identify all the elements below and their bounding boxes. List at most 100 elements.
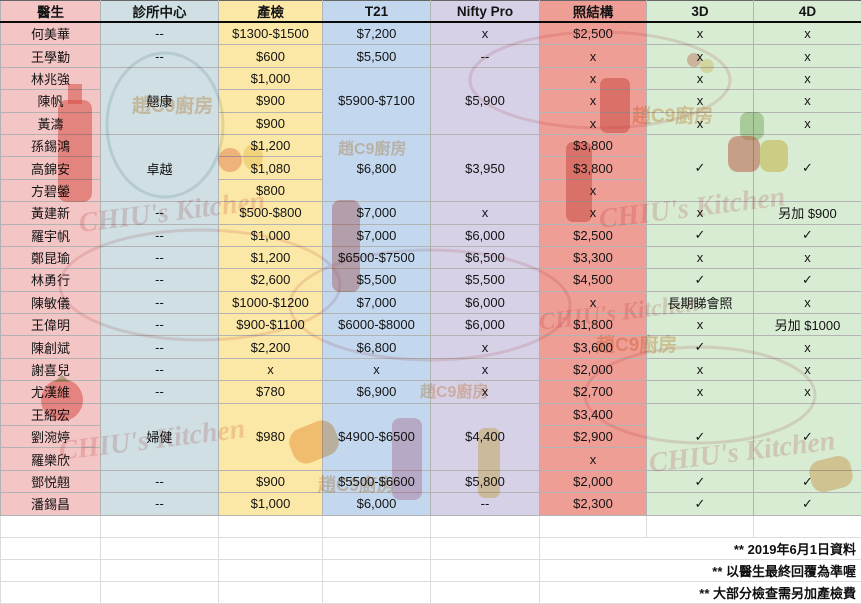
cell-clinic: 卓越 bbox=[100, 133, 219, 203]
cell-t21: $5,500 bbox=[322, 268, 431, 292]
cell-prenatal: $800 bbox=[218, 178, 323, 203]
cell-structure-scan: $2,000 bbox=[539, 469, 647, 494]
blank-cell bbox=[100, 514, 219, 538]
blank-cell bbox=[100, 558, 219, 583]
cell-structure-scan: $3,800 bbox=[539, 133, 647, 158]
cell-t21: $5500-$6600 bbox=[322, 469, 431, 494]
blank-cell bbox=[100, 581, 219, 604]
cell-doctor: 王紹宏 bbox=[0, 402, 101, 427]
cell-4d: ✓ bbox=[753, 469, 861, 494]
cell-doctor: 陳創斌 bbox=[0, 335, 101, 359]
doctor-row: 林勇行 -- $2,600 $5,500 $5,500 $4,500 ✓ ✓ bbox=[0, 268, 861, 292]
doctor-row: 鄭昆瑜 -- $1,200 $6500-$7500 $6,500 $3,300 x x bbox=[0, 245, 861, 270]
cell-doctor: 鄭昆瑜 bbox=[0, 245, 101, 270]
footer-row: ** 大部分檢查需另加產檢費 bbox=[0, 581, 861, 604]
cell-nifty-pro: $6,000 bbox=[430, 313, 540, 337]
blank-cell bbox=[218, 514, 323, 538]
cell-3d: x bbox=[646, 313, 754, 337]
cell-prenatal: $500-$800 bbox=[218, 201, 323, 225]
blank-cell bbox=[430, 514, 540, 538]
doctor-row: 羅樂欣 x bbox=[0, 447, 861, 471]
cell-doctor: 林兆強 bbox=[0, 66, 101, 91]
cell-nifty-pro: x bbox=[430, 201, 540, 225]
cell-structure-scan: x bbox=[539, 447, 647, 471]
cell-doctor: 王偉明 bbox=[0, 313, 101, 337]
cell-3d: ✓ bbox=[646, 133, 754, 203]
cell-structure-scan: $3,300 bbox=[539, 245, 647, 270]
cell-structure-scan: $2,700 bbox=[539, 380, 647, 404]
blank-cell bbox=[0, 581, 101, 604]
cell-structure-scan: $4,500 bbox=[539, 268, 647, 292]
cell-clinic: -- bbox=[100, 290, 219, 315]
cell-nifty-pro: $5,900 bbox=[430, 66, 540, 135]
cell-3d: ✓ bbox=[646, 223, 754, 247]
cell-3d: ✓ bbox=[646, 402, 754, 471]
cell-doctor: 謝喜兒 bbox=[0, 357, 101, 382]
cell-nifty-pro: -- bbox=[430, 44, 540, 68]
cell-clinic: -- bbox=[100, 21, 219, 46]
cell-prenatal: $980 bbox=[218, 402, 323, 471]
blank-cell bbox=[322, 581, 431, 604]
cell-doctor: 方碧鎣 bbox=[0, 178, 101, 203]
cell-structure-scan: x bbox=[539, 290, 647, 315]
cell-3d: x bbox=[646, 111, 754, 135]
cell-4d: x bbox=[753, 21, 861, 46]
cell-t21: $6,900 bbox=[322, 380, 431, 404]
doctor-row: 鄧悦翹 -- $900 $5500-$6600 $5,800 $2,000 ✓ ✓ bbox=[0, 469, 861, 494]
cell-structure-scan: x bbox=[539, 89, 647, 113]
doctor-row: 孫錫鴻 卓越 $1,200 $6,800 $3,950 $3,800 ✓ ✓ bbox=[0, 133, 861, 203]
cell-3d: x bbox=[646, 66, 754, 91]
cell-4d: x bbox=[753, 89, 861, 113]
cell-4d: ✓ bbox=[753, 133, 861, 203]
cell-t21: $6,800 bbox=[322, 335, 431, 359]
cell-doctor: 羅樂欣 bbox=[0, 447, 101, 471]
cell-nifty-pro: $6,500 bbox=[430, 245, 540, 270]
cell-clinic: -- bbox=[100, 469, 219, 494]
cell-t21: $6,000 bbox=[322, 492, 431, 516]
blank-cell bbox=[322, 514, 431, 538]
cell-3d: ✓ bbox=[646, 469, 754, 494]
cell-4d: x bbox=[753, 44, 861, 68]
column-header-4d: 4D bbox=[753, 0, 861, 23]
footnote: ** 以醫生最終回覆為準喔 bbox=[539, 558, 861, 583]
cell-prenatal: $2,600 bbox=[218, 268, 323, 292]
cell-4d: ✓ bbox=[753, 223, 861, 247]
cell-doctor: 陳帆 bbox=[0, 89, 101, 113]
blank-cell bbox=[100, 536, 219, 560]
doctor-row: 尤漢維 -- $780 $6,900 x $2,700 x x bbox=[0, 380, 861, 404]
cell-nifty-pro: -- bbox=[430, 492, 540, 516]
doctor-row: 陳創斌 -- $2,200 $6,800 x $3,600 ✓ x bbox=[0, 335, 861, 359]
doctor-row: 林兆強 翹康 $1,000 $5900-$7100 $5,900 x x x bbox=[0, 66, 861, 135]
cell-4d: x bbox=[753, 380, 861, 404]
doctor-row: 陳敏儀 -- $1000-$1200 $7,000 $6,000 x 長期睇會照 x bbox=[0, 290, 861, 315]
cell-t21: $7,000 bbox=[322, 223, 431, 247]
cell-doctor: 何美華 bbox=[0, 21, 101, 46]
cell-clinic: -- bbox=[100, 335, 219, 359]
blank-cell bbox=[430, 581, 540, 604]
cell-doctor: 高錦安 bbox=[0, 156, 101, 180]
cell-doctor: 鄧悦翹 bbox=[0, 469, 101, 494]
cell-t21: $6000-$8000 bbox=[322, 313, 431, 337]
cell-clinic: 婦健 bbox=[100, 402, 219, 471]
cell-3d: x bbox=[646, 201, 754, 225]
cell-nifty-pro: $6,000 bbox=[430, 223, 540, 247]
cell-prenatal: $1,200 bbox=[218, 133, 323, 158]
cell-doctor: 黃濤 bbox=[0, 111, 101, 135]
cell-4d: ✓ bbox=[753, 492, 861, 516]
blank-cell bbox=[218, 536, 323, 560]
cell-4d: ✓ bbox=[753, 268, 861, 292]
cell-t21: $7,000 bbox=[322, 290, 431, 315]
cell-structure-scan: $2,900 bbox=[539, 425, 647, 449]
cell-prenatal: $600 bbox=[218, 44, 323, 68]
doctor-row: 潘錫昌 -- $1,000 $6,000 -- $2,300 ✓ ✓ bbox=[0, 492, 861, 516]
cell-3d: x bbox=[646, 44, 754, 68]
blank-cell bbox=[322, 558, 431, 583]
blank-cell bbox=[753, 514, 861, 538]
cell-t21: $6,800 bbox=[322, 133, 431, 203]
column-header-t21: T21 bbox=[322, 0, 431, 23]
cell-nifty-pro: $3,950 bbox=[430, 133, 540, 203]
column-header-nifty-pro: Nifty Pro bbox=[430, 0, 540, 23]
cell-structure-scan: x bbox=[539, 66, 647, 91]
cell-nifty-pro: x bbox=[430, 335, 540, 359]
cell-doctor: 孫錫鴻 bbox=[0, 133, 101, 158]
